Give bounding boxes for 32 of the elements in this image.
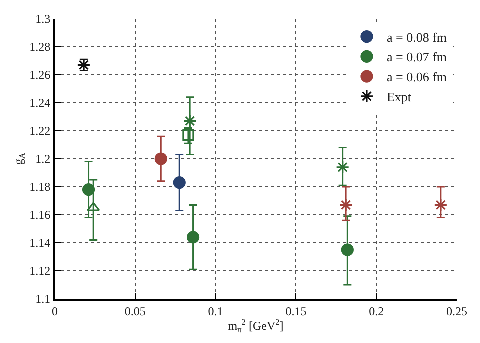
point (434, 198, 448, 212)
legend-label: Expt (386, 90, 412, 105)
y-tick-label: 1.28 (30, 40, 51, 54)
x-tick-label: 0.05 (124, 304, 146, 318)
y-tick-label: 1.16 (30, 208, 51, 222)
point (87, 202, 100, 212)
legend-label: a = 0.08 fm (386, 30, 448, 45)
y-tick-label: 1.18 (30, 180, 51, 194)
point (336, 160, 350, 174)
point (182, 129, 194, 141)
x-tick-label: 0.2 (369, 304, 384, 318)
y-tick-label: 1.3 (36, 12, 51, 26)
point (186, 231, 200, 244)
y-tick-label: 1.12 (30, 264, 51, 278)
y-tick-label: 1.1 (36, 292, 51, 306)
y-tick-label: 1.14 (30, 236, 51, 250)
y-tick-label: 1.24 (30, 96, 51, 110)
x-tick-label: 0.25 (446, 304, 468, 318)
point (173, 176, 186, 190)
y-tick-label: 1.22 (30, 124, 51, 138)
point (339, 198, 353, 212)
legend-label: a = 0.07 fm (386, 50, 448, 65)
legend-label: a = 0.06 fm (386, 70, 448, 85)
x-axis-title: m$_{π}$$^{2}$ [GeV$^{2}$] (228, 318, 284, 334)
x-tick-label: 0.1 (208, 304, 224, 318)
y-tick-label: 1.2 (36, 152, 51, 166)
point (341, 244, 354, 256)
x-tick-label: 0 (52, 304, 58, 318)
x-tick-label: 0.15 (286, 304, 307, 318)
point (154, 152, 168, 166)
point (82, 184, 96, 196)
y-tick-label: 1.26 (30, 68, 51, 82)
